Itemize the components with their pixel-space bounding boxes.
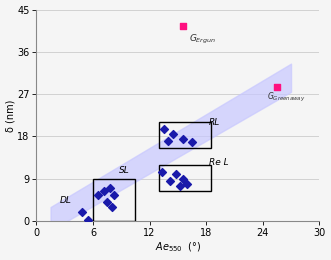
- Point: [159, 170, 165, 174]
- Point: [180, 24, 185, 28]
- Point: [173, 172, 179, 176]
- Point: [185, 182, 190, 186]
- Point: [166, 139, 171, 143]
- Point: [180, 177, 185, 181]
- Text: RL: RL: [209, 118, 220, 127]
- Bar: [93, 179, 135, 221]
- Bar: [159, 122, 211, 148]
- Point: [111, 193, 117, 197]
- Text: DL: DL: [60, 196, 72, 205]
- Point: [105, 200, 110, 204]
- X-axis label: $\mathit{Ae}_{550}$  (°): $\mathit{Ae}_{550}$ (°): [155, 241, 201, 255]
- Bar: [159, 165, 211, 191]
- Text: Re L: Re L: [209, 158, 229, 167]
- Point: [170, 132, 176, 136]
- Point: [79, 210, 84, 214]
- Point: [168, 179, 173, 183]
- Text: $G_{Ergun}$: $G_{Ergun}$: [189, 33, 216, 46]
- Text: SL: SL: [119, 166, 130, 175]
- Point: [189, 140, 195, 144]
- Point: [161, 127, 166, 132]
- Point: [102, 188, 107, 193]
- Point: [86, 218, 91, 222]
- Point: [95, 193, 100, 197]
- Point: [274, 85, 279, 89]
- Y-axis label: δ (nm): δ (nm): [6, 99, 16, 132]
- Point: [107, 186, 113, 190]
- Point: [177, 184, 182, 188]
- Point: [180, 137, 185, 141]
- Text: $G_{Greenaway}$: $G_{Greenaway}$: [267, 90, 306, 103]
- Point: [109, 205, 115, 209]
